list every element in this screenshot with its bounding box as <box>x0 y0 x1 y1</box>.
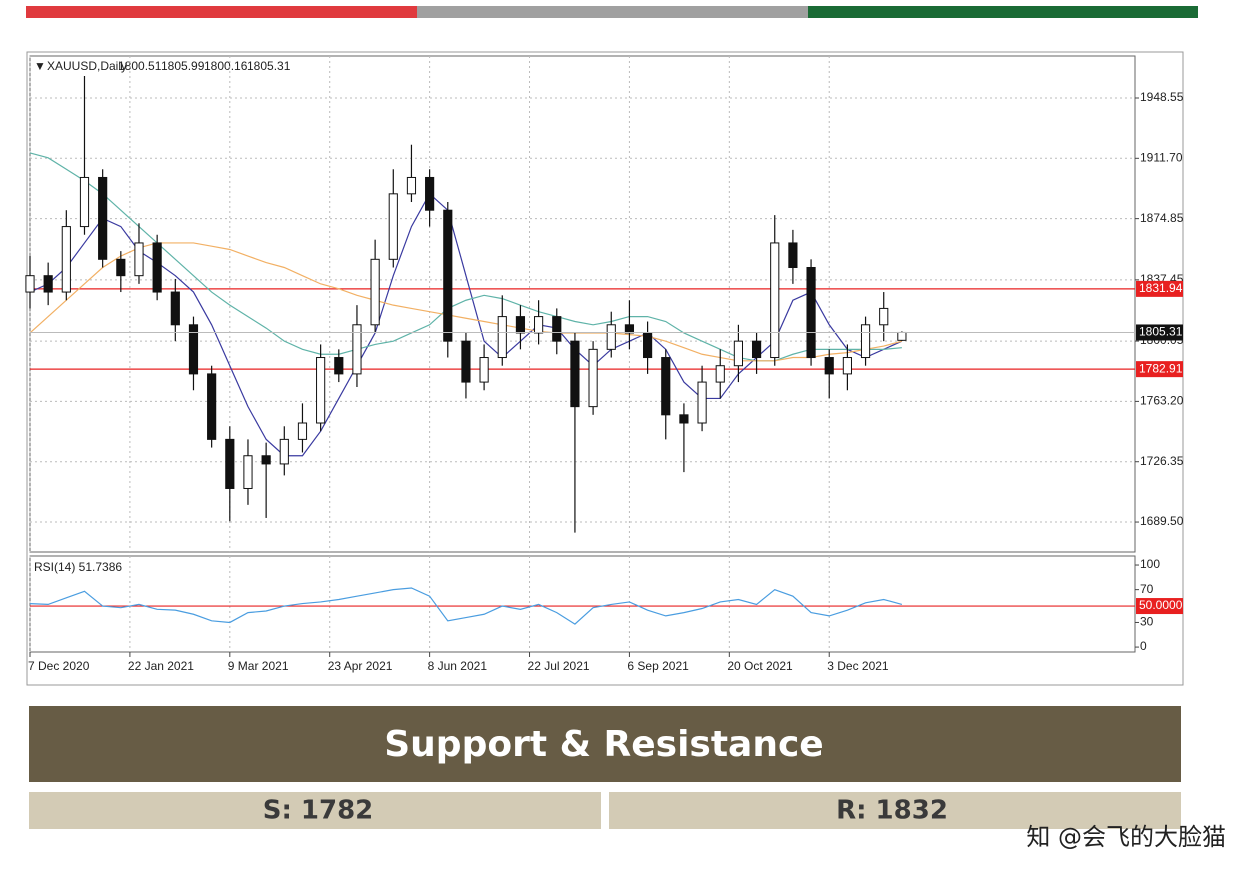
last-price-label: 1805.31 <box>1139 325 1183 339</box>
candle-body <box>860 324 871 359</box>
candle-body <box>279 438 289 465</box>
top-bar-red <box>26 6 417 18</box>
candle-body <box>679 414 689 424</box>
y-tick-label: 30 <box>1140 615 1154 629</box>
y-tick-label: 70 <box>1140 582 1154 596</box>
candle-body <box>170 291 180 326</box>
candle-body <box>497 316 507 359</box>
candle-body <box>388 193 398 260</box>
candle-body <box>570 340 580 408</box>
symbol: XAUUSD,Daily <box>47 59 127 73</box>
candle-body <box>225 438 235 489</box>
support-box <box>29 792 601 829</box>
watermark: 知 @会飞的大脸猫 <box>1026 823 1226 851</box>
x-tick-label: 20 Oct 2021 <box>727 659 793 673</box>
x-tick-label: 7 Dec 2020 <box>28 659 90 673</box>
candle-body <box>751 340 762 359</box>
candle-body <box>842 357 852 375</box>
level-label: 1782.91 <box>1139 361 1183 375</box>
level-label: 1831.94 <box>1139 281 1183 295</box>
level-label-bg <box>1136 598 1183 615</box>
candle-body <box>61 226 71 293</box>
candle-body <box>188 324 199 375</box>
candle-body <box>806 266 816 359</box>
candle-body <box>261 455 271 465</box>
candle-body <box>534 316 544 334</box>
banner-title: Support & Resistance <box>384 724 823 765</box>
candle-body <box>243 455 253 489</box>
y-tick-label: 1689.50 <box>1140 514 1184 528</box>
y-tick-label: 1763.20 <box>1140 394 1184 408</box>
level-label-bg <box>1136 280 1183 297</box>
top-bar-green <box>808 6 1198 18</box>
candle-body <box>661 357 671 416</box>
candle-body <box>715 365 725 383</box>
ohlc-low: 1800.16 <box>204 59 248 73</box>
candle-body <box>479 357 489 383</box>
candle-body <box>643 332 653 359</box>
y-tick-label: 1911.70 <box>1140 150 1183 164</box>
candle-body <box>770 242 780 359</box>
x-tick-label: 23 Apr 2021 <box>328 659 393 673</box>
candle-body <box>515 316 526 334</box>
candle-body <box>879 307 889 326</box>
ohlc-high: 1805.99 <box>161 59 205 73</box>
y-tick-label: 1948.55 <box>1140 90 1184 104</box>
level-label-bg <box>1136 361 1183 378</box>
candle-body <box>43 275 53 293</box>
x-tick-label: 6 Sep 2021 <box>627 659 689 673</box>
candle-body <box>788 242 798 268</box>
candle-body <box>116 258 126 277</box>
candle-body <box>443 209 453 342</box>
candle-body <box>824 357 834 375</box>
candle-body <box>697 381 707 424</box>
banner <box>29 706 1181 782</box>
x-tick-label: 22 Jul 2021 <box>528 659 590 673</box>
x-tick-label: 3 Dec 2021 <box>827 659 889 673</box>
last-price-bg <box>1136 324 1183 341</box>
candle-body <box>352 324 362 375</box>
candle-body <box>588 348 598 408</box>
y-tick-label: 1726.35 <box>1140 454 1184 468</box>
candle-body <box>733 340 743 367</box>
candle-body <box>134 242 144 277</box>
y-tick-label: 1874.85 <box>1140 211 1184 225</box>
candle-body <box>606 324 616 350</box>
candle-body <box>334 357 344 375</box>
x-tick-label: 8 Jun 2021 <box>428 659 488 673</box>
candle-body <box>152 242 162 293</box>
candle-body <box>25 275 35 293</box>
ohlc-open: 1800.51 <box>118 59 162 73</box>
candle-body <box>98 176 108 260</box>
ohlc-close: 1805.31 <box>247 59 291 73</box>
candle-body <box>461 340 471 383</box>
support-text: S: 1782 <box>263 796 374 826</box>
symbol-marker: ▼ <box>34 59 46 73</box>
candle-body <box>316 357 326 424</box>
candle-body <box>624 324 635 334</box>
x-tick-label: 22 Jan 2021 <box>128 659 194 673</box>
candle-body <box>207 373 217 440</box>
candle-body <box>370 258 380 326</box>
candle-body <box>297 422 308 440</box>
candle-body <box>79 176 90 228</box>
line-series <box>29 587 903 625</box>
rsi-title: RSI(14) 51.7386 <box>34 560 122 574</box>
candle-body <box>552 316 562 342</box>
resistance-text: R: 1832 <box>836 796 948 826</box>
x-tick-label: 9 Mar 2021 <box>228 659 289 673</box>
candle-body <box>897 331 907 341</box>
chart-frame <box>26 51 1184 686</box>
resistance-box <box>609 792 1181 829</box>
top-bar-gray <box>417 6 808 18</box>
y-tick-label: 100 <box>1140 557 1160 571</box>
candle-body <box>425 176 435 211</box>
level-label: 50.0000 <box>1139 598 1183 612</box>
y-tick-label: 0 <box>1140 639 1147 653</box>
candle-body <box>406 176 417 195</box>
